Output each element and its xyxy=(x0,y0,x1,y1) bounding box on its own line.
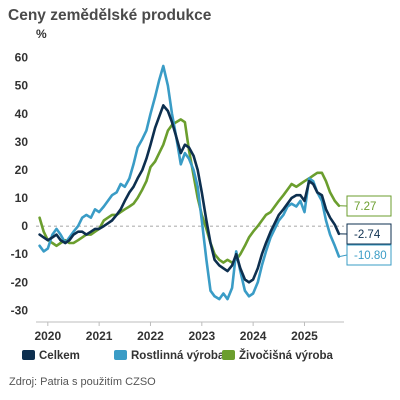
legend-label: Živočišná výroba xyxy=(239,349,334,362)
x-tick-label: 2020 xyxy=(34,329,61,343)
end-label-box xyxy=(346,195,392,217)
x-tick-label: 2022 xyxy=(137,329,164,343)
end-label-box xyxy=(346,223,392,245)
end-label-connector xyxy=(339,254,348,257)
y-tick-label: 60 xyxy=(15,51,29,65)
x-tick-label: 2024 xyxy=(240,329,267,343)
y-tick-label: 0 xyxy=(21,219,28,233)
plot-area xyxy=(38,64,341,301)
legend-label: Rostlinná výroba xyxy=(131,350,225,362)
legend-label: Celkem xyxy=(39,350,80,362)
y-tick-label: -20 xyxy=(11,275,29,289)
legend-swatch xyxy=(22,350,35,360)
source-note: Zdroj: Patria s použitím CZSO xyxy=(9,376,156,388)
legend-swatch xyxy=(222,350,235,360)
y-axis-unit: % xyxy=(36,27,47,41)
y-tick-label: 30 xyxy=(15,135,29,149)
legend: Celkem Rostlinná výroba Živočišná výroba xyxy=(22,349,334,362)
series-line-0 xyxy=(38,104,341,284)
series-line-2 xyxy=(38,118,341,264)
series-line-1 xyxy=(38,64,341,301)
end-label-text: -2.74 xyxy=(354,229,381,241)
axes: % -30 -20 -10 0 10 20 30 40 50 60 2020 2021 2022 2023 2… xyxy=(11,27,344,343)
y-tick-label: 50 xyxy=(15,79,29,93)
x-tick-label: 2023 xyxy=(188,329,215,343)
end-label-text: -10.80 xyxy=(354,250,387,262)
legend-swatch xyxy=(114,350,127,360)
y-tick-label: -30 xyxy=(11,303,29,317)
y-tick-label: 10 xyxy=(15,191,29,205)
end-label-box xyxy=(346,244,392,266)
y-tick-label: -10 xyxy=(11,247,29,261)
chart-title: Ceny zemědělské produkce xyxy=(8,7,212,24)
end-label-text: 7.27 xyxy=(354,201,376,213)
y-tick-label: 40 xyxy=(15,107,29,121)
x-tick-label: 2021 xyxy=(86,329,113,343)
x-tick-label: 2025 xyxy=(291,329,318,343)
y-tick-label: 20 xyxy=(15,163,29,177)
end-labels: 7.27 -2.74 -10.80 xyxy=(339,195,392,266)
